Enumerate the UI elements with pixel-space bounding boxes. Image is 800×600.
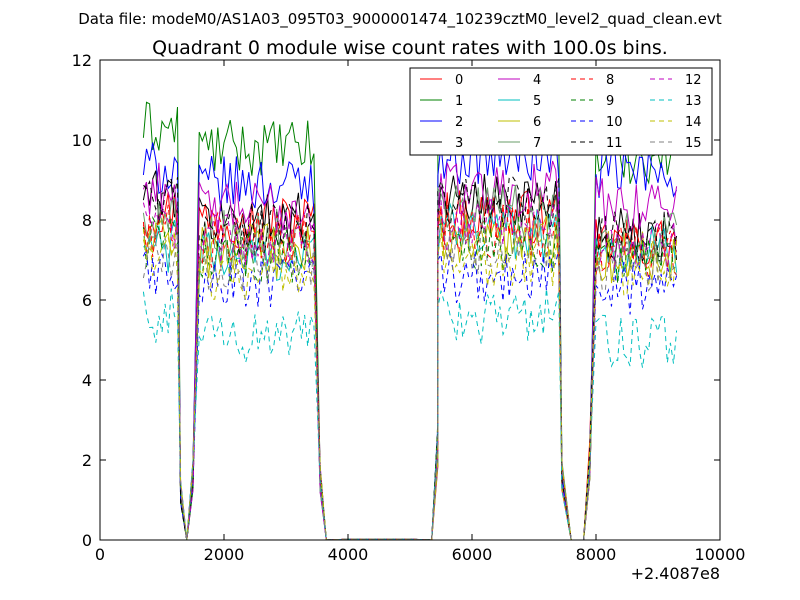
series-line-12 (142, 197, 678, 541)
series-line-13 (142, 288, 678, 541)
legend-label-2: 2 (455, 115, 463, 130)
legend-label-13: 13 (685, 94, 702, 109)
series-line-15 (142, 220, 678, 541)
series-line-8 (142, 204, 678, 541)
series-line-11 (143, 175, 678, 541)
legend-label-11: 11 (606, 136, 623, 151)
y-tick-label: 12 (72, 51, 92, 70)
x-tick-label: 4000 (328, 545, 369, 564)
legend-label-14: 14 (685, 115, 702, 130)
y-tick-label: 0 (82, 531, 92, 550)
x-tick-label: 0 (95, 545, 105, 564)
legend-label-7: 7 (533, 136, 541, 151)
legend-label-9: 9 (606, 94, 614, 109)
legend-label-0: 0 (455, 73, 463, 88)
x-tick-label: 2000 (204, 545, 245, 564)
chart-title: Quadrant 0 module wise count rates with … (152, 37, 668, 59)
legend-label-10: 10 (606, 115, 623, 130)
legend-box (409, 67, 713, 156)
x-offset-label: +2.4087e8 (631, 564, 720, 583)
legend-label-15: 15 (685, 136, 702, 151)
x-tick-label: 10000 (695, 545, 746, 564)
y-tick-label: 10 (72, 131, 92, 150)
y-tick-label: 8 (82, 211, 92, 230)
y-tick-label: 6 (82, 291, 92, 310)
series-line-14 (142, 228, 678, 541)
series-line-10 (142, 247, 678, 541)
x-tick-label: 6000 (452, 545, 493, 564)
x-tick-label: 8000 (576, 545, 617, 564)
series-line-7 (142, 184, 678, 541)
legend-label-1: 1 (455, 94, 463, 109)
legend-label-3: 3 (455, 136, 463, 151)
legend-label-5: 5 (533, 94, 541, 109)
legend-label-8: 8 (606, 73, 614, 88)
series-line-9 (142, 215, 677, 541)
legend-label-6: 6 (533, 115, 541, 130)
data-file-caption: Data file: modeM0/AS1A03_095T03_90000014… (78, 10, 722, 29)
legend-label-4: 4 (533, 73, 541, 88)
y-tick-label: 2 (82, 451, 92, 470)
y-tick-label: 4 (82, 371, 92, 390)
legend-label-12: 12 (685, 73, 702, 88)
